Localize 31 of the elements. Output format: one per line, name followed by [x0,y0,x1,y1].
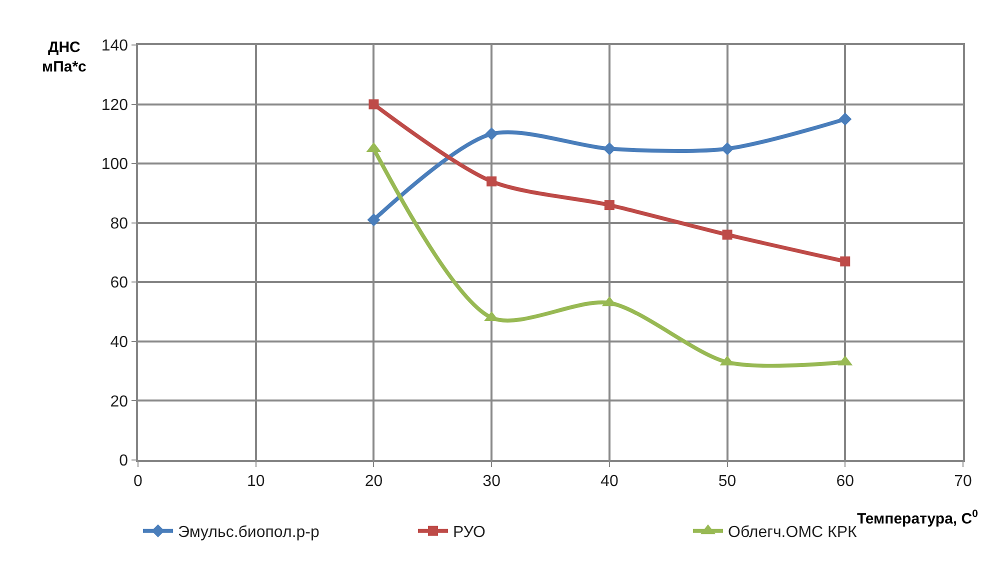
point [840,256,850,266]
x-tick-label: 50 [718,472,736,490]
x-tick-label: 10 [246,472,265,490]
x-tick-label: 0 [134,472,143,490]
x-tick-label: 30 [482,472,501,490]
y-axis-title: ДНС мПа*с [42,39,86,76]
legend-label: Эмульс.биопол.р-р [178,524,320,542]
x-tick-label: 40 [600,472,618,490]
point [838,112,852,126]
y-tick-label: 60 [110,274,128,292]
point [486,176,497,186]
point [367,213,380,226]
x-axis-title: Температура, C$^{0}$ [857,508,978,528]
y-tick-label: 80 [110,215,128,232]
point [485,127,498,140]
x-tick-label: 70 [954,472,972,490]
point [602,142,616,156]
y-tick-label: 0 [119,452,128,470]
y-tick-label: 100 [101,156,128,174]
y-tick-label: 40 [110,334,128,352]
legend-label: РУО [453,524,486,542]
point [368,99,379,110]
y-tick-label: 120 [101,96,128,114]
x-tick-label: 60 [836,472,854,490]
legend-label: Облегч.ОМС КРК [728,524,858,542]
x-tick-label: 20 [364,472,383,490]
point [720,142,734,156]
y-tick-label: 20 [110,393,128,410]
point [604,200,614,210]
y-tick-label: 140 [101,38,128,55]
point [722,230,732,240]
